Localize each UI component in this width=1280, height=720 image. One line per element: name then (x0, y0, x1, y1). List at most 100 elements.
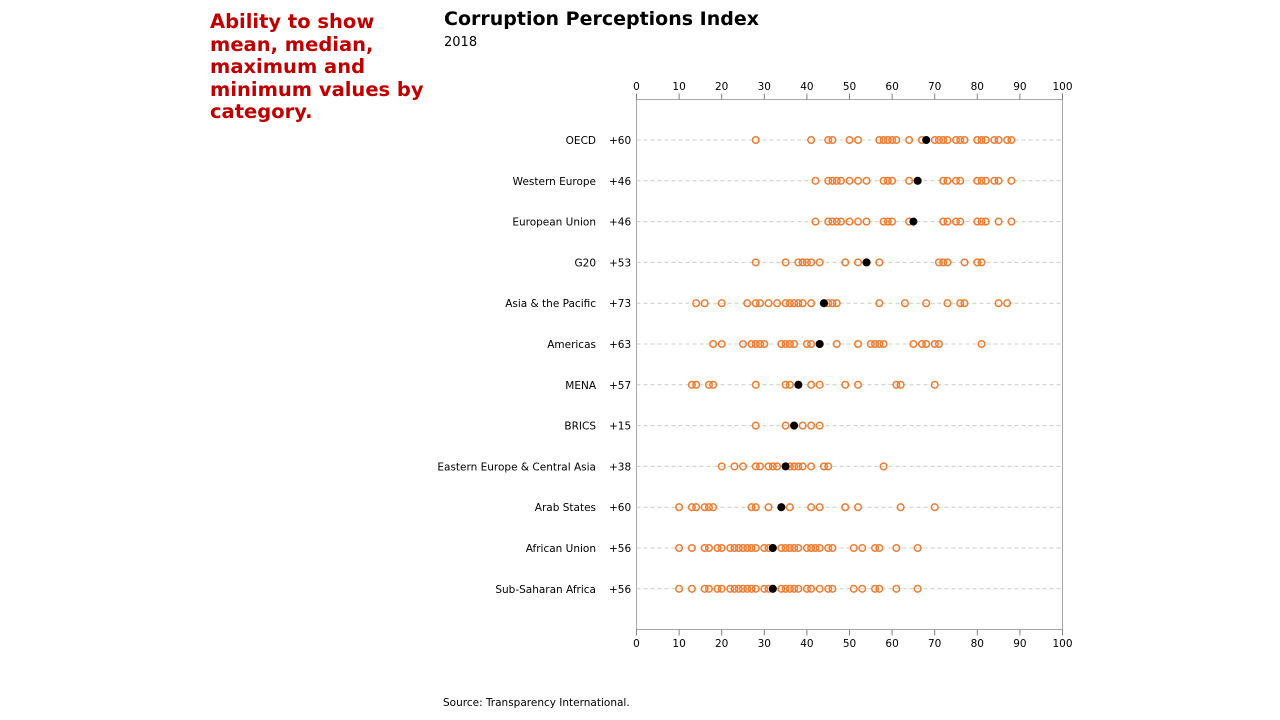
data-point (794, 299, 803, 308)
x-tick-label-top: 30 (758, 81, 771, 93)
data-point (734, 584, 743, 593)
data-point (905, 135, 914, 145)
data-point (909, 339, 918, 349)
data-point (794, 462, 803, 471)
data-point (781, 543, 790, 553)
data-point (687, 380, 696, 389)
data-point (717, 299, 726, 308)
data-point (824, 135, 833, 145)
x-tick-label-top: 20 (715, 81, 728, 93)
data-point (875, 584, 884, 593)
data-point (956, 299, 965, 308)
data-point (917, 339, 926, 349)
data-point (755, 299, 765, 308)
data-point (828, 543, 837, 553)
data-point (709, 380, 718, 389)
data-point (977, 176, 986, 185)
data-point (853, 380, 863, 389)
data-point (807, 584, 816, 593)
data-point (824, 584, 833, 593)
range-label: +73 (609, 298, 631, 310)
data-point (755, 462, 765, 471)
data-point (922, 339, 931, 349)
mean-marker (790, 421, 799, 430)
x-tick-label-top: 80 (971, 81, 984, 93)
x-tick-label-bottom: 90 (1013, 638, 1026, 650)
data-point (807, 339, 816, 349)
data-point (700, 503, 709, 512)
data-point (773, 299, 782, 308)
data-point (713, 543, 722, 553)
data-point (687, 543, 696, 553)
category-label: Americas (547, 339, 596, 351)
data-point (760, 584, 769, 593)
data-point (879, 176, 888, 185)
data-point (747, 339, 756, 349)
data-point (853, 258, 863, 267)
data-point (943, 176, 952, 185)
data-point (802, 339, 811, 349)
data-point (939, 217, 948, 226)
range-label: +63 (609, 339, 631, 351)
data-point (828, 217, 837, 226)
data-point (913, 543, 922, 553)
mean-marker (794, 380, 803, 389)
data-point (951, 176, 961, 185)
data-point (819, 462, 828, 471)
data-point (934, 258, 944, 267)
data-point (981, 217, 990, 226)
data-point (807, 135, 816, 145)
data-point (871, 584, 880, 593)
range-label: +57 (609, 380, 631, 392)
data-point (871, 339, 880, 349)
chart-subtitle: 2018 (444, 35, 478, 50)
data-point (841, 258, 850, 267)
data-point (794, 584, 803, 593)
data-point (738, 462, 748, 471)
data-point (853, 135, 863, 145)
data-point (726, 543, 735, 553)
data-point (977, 135, 986, 145)
range-label: +46 (609, 217, 631, 229)
category-label: Sub-Saharan Africa (495, 584, 596, 596)
data-point (841, 380, 850, 389)
data-point (977, 217, 986, 226)
data-point (751, 462, 760, 471)
data-point (709, 339, 718, 349)
data-point (849, 584, 858, 593)
data-point (981, 176, 990, 185)
x-tick-label-bottom: 10 (672, 638, 685, 650)
data-point (841, 503, 850, 512)
data-point (879, 135, 888, 145)
data-point (700, 543, 709, 553)
data-point (853, 217, 863, 226)
data-point (832, 299, 841, 308)
data-point (747, 503, 756, 512)
range-label: +56 (609, 584, 631, 596)
data-point (692, 380, 701, 389)
data-point (764, 462, 773, 471)
data-point (760, 339, 769, 349)
data-point (777, 584, 786, 593)
data-point (888, 135, 897, 145)
data-point (832, 339, 841, 349)
data-point (747, 543, 756, 553)
mean-marker (768, 544, 777, 552)
data-point (862, 176, 871, 185)
data-point (692, 503, 701, 512)
data-point (751, 421, 760, 430)
data-point (824, 176, 833, 185)
data-point (807, 543, 816, 553)
data-point (824, 217, 833, 226)
data-point (849, 543, 858, 553)
data-point (896, 380, 905, 389)
data-point (960, 135, 969, 145)
mean-marker (781, 462, 790, 471)
data-point (704, 584, 713, 593)
data-point (802, 584, 811, 593)
data-point (956, 135, 965, 145)
data-point (879, 339, 888, 349)
data-point (973, 258, 982, 267)
data-point (709, 503, 718, 512)
data-point (730, 462, 739, 471)
